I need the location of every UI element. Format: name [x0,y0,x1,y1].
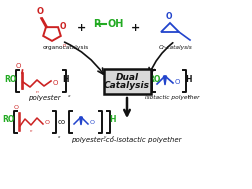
Text: $_x$: $_x$ [57,135,61,141]
Text: $_y$: $_y$ [103,135,107,142]
Polygon shape [164,76,167,85]
Text: Cr-catalysis: Cr-catalysis [159,46,193,50]
Text: O: O [90,119,95,125]
Text: $_n$: $_n$ [29,129,33,135]
Text: isotactic polyether: isotactic polyether [145,95,199,100]
Text: RO: RO [148,74,160,84]
Text: O: O [37,7,43,16]
Text: $_z$: $_z$ [111,135,115,141]
Text: H: H [185,74,192,84]
Text: H: H [62,74,69,84]
Text: $_n$: $_n$ [62,43,67,50]
Text: O: O [175,79,180,85]
Text: RO: RO [2,115,14,125]
Text: $_x$: $_x$ [67,94,72,100]
Text: O: O [45,119,50,125]
Text: +: + [131,23,141,33]
Text: H: H [109,115,115,125]
FancyBboxPatch shape [104,68,150,94]
Text: polyester-co-isotactic polyether: polyester-co-isotactic polyether [71,137,181,143]
Polygon shape [80,117,82,125]
Text: O: O [15,63,21,69]
Text: OH: OH [107,19,123,29]
Text: Catalysis: Catalysis [104,81,150,91]
Text: O: O [14,105,18,110]
Text: R: R [93,19,101,29]
Text: organocatalysis: organocatalysis [43,46,89,50]
Text: +: + [77,23,87,33]
Text: O: O [53,80,58,86]
Text: RO: RO [4,74,16,84]
Text: $_y$: $_y$ [187,94,192,101]
Text: O: O [166,12,172,21]
Text: polyester: polyester [28,95,60,101]
Text: co: co [58,119,66,125]
Text: $_n$: $_n$ [35,90,39,96]
Text: Dual: Dual [115,73,139,81]
Text: O: O [59,22,66,31]
